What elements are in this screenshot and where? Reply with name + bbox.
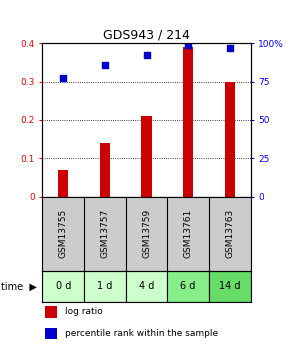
Text: 14 d: 14 d (219, 282, 241, 291)
Bar (84, 271, 126, 302)
Point (227, 45, 232, 50)
Text: GSM13761: GSM13761 (184, 209, 193, 258)
Text: 1 d: 1 d (97, 282, 113, 291)
Point (61, 76, 66, 81)
Bar (45, 306, 57, 318)
Text: 4 d: 4 d (139, 282, 154, 291)
Text: time  ▶: time ▶ (1, 282, 37, 291)
Bar (224, 81, 235, 197)
Bar (126, 271, 167, 302)
Bar (167, 271, 209, 302)
Title: GDS943 / 214: GDS943 / 214 (103, 29, 190, 42)
Bar (100, 143, 110, 197)
Bar (42, 271, 84, 302)
Text: log ratio: log ratio (65, 307, 103, 316)
Point (186, 42, 190, 47)
Text: percentile rank within the sample: percentile rank within the sample (65, 329, 219, 338)
Point (144, 53, 149, 58)
Text: 6 d: 6 d (180, 282, 196, 291)
Bar (209, 271, 251, 302)
Text: GSM13763: GSM13763 (225, 209, 234, 258)
Bar (45, 327, 57, 339)
Text: 0 d: 0 d (56, 282, 71, 291)
Text: GSM13759: GSM13759 (142, 209, 151, 258)
Text: GSM13757: GSM13757 (100, 209, 109, 258)
Bar (183, 47, 193, 197)
Bar (141, 116, 152, 197)
Point (103, 62, 107, 67)
Text: GSM13755: GSM13755 (59, 209, 68, 258)
Bar (58, 170, 69, 197)
